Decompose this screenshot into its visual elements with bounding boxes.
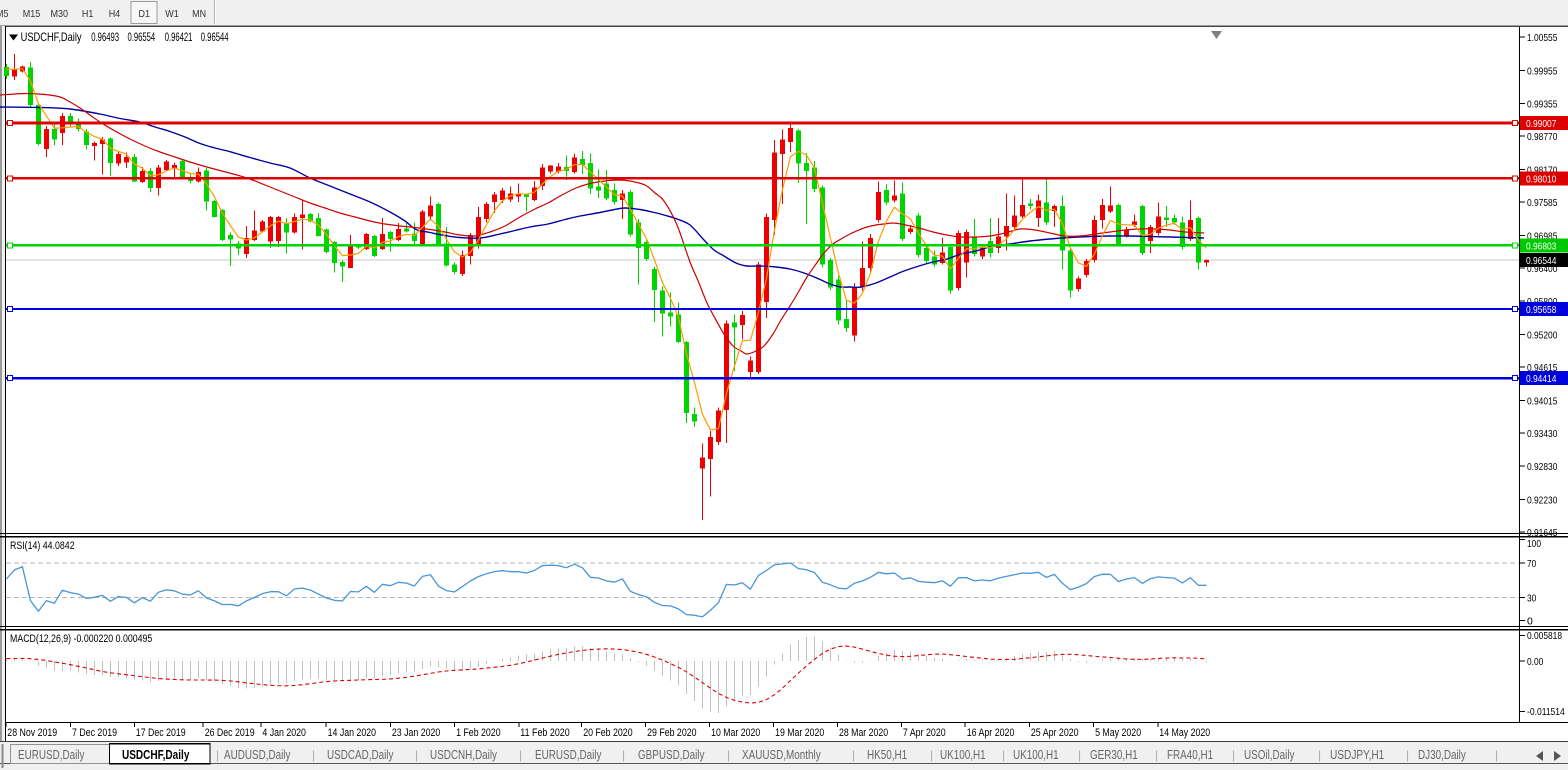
svg-text:USDCHF,Daily: USDCHF,Daily	[122, 747, 190, 762]
svg-text:DJ30,Daily: DJ30,Daily	[1418, 747, 1466, 762]
svg-text:|: |	[519, 748, 522, 762]
svg-text:20 Feb 2020: 20 Feb 2020	[583, 727, 632, 739]
svg-text:0.94414: 0.94414	[1526, 373, 1557, 385]
svg-text:EURUSD,Daily: EURUSD,Daily	[18, 747, 85, 762]
svg-text:17 Dec 2019: 17 Dec 2019	[136, 727, 186, 739]
svg-text:H1: H1	[82, 8, 94, 20]
svg-text:|: |	[415, 748, 418, 762]
svg-text:0.94015: 0.94015	[1527, 395, 1558, 407]
svg-text:GBPUSD,Daily: GBPUSD,Daily	[638, 747, 705, 762]
svg-text:M5: M5	[0, 8, 9, 20]
svg-text:0.95658: 0.95658	[1526, 304, 1557, 316]
svg-text:GER30,H1: GER30,H1	[1090, 747, 1138, 762]
svg-text:USDCHF,Daily: USDCHF,Daily	[21, 30, 82, 44]
svg-text:MACD(12,26,9) -0.000220 0.0004: MACD(12,26,9) -0.000220 0.000495	[10, 633, 152, 645]
svg-text:UK100,H1: UK100,H1	[940, 747, 986, 762]
svg-text:0.99355: 0.99355	[1527, 99, 1558, 111]
svg-text:W1: W1	[165, 8, 179, 20]
svg-text:26 Dec 2019: 26 Dec 2019	[205, 727, 255, 739]
svg-text:16 Apr 2020: 16 Apr 2020	[967, 727, 1015, 739]
svg-text:0: 0	[1527, 616, 1533, 628]
svg-text:0.98770: 0.98770	[1527, 131, 1558, 143]
svg-text:|: |	[1232, 748, 1235, 762]
svg-text:|: |	[216, 748, 219, 762]
svg-text:0.99007: 0.99007	[1526, 118, 1557, 130]
svg-text:M30: M30	[51, 8, 69, 20]
svg-text:100: 100	[1527, 538, 1541, 550]
svg-text:7 Dec 2019: 7 Dec 2019	[72, 727, 117, 739]
svg-text:0.92830: 0.92830	[1527, 461, 1558, 473]
svg-text:|: |	[312, 748, 315, 762]
svg-text:0.005818: 0.005818	[1527, 630, 1562, 642]
svg-text:0.93430: 0.93430	[1527, 428, 1558, 440]
svg-text:XAUUSD,Monthly: XAUUSD,Monthly	[742, 747, 821, 762]
svg-text:0.96421: 0.96421	[165, 30, 193, 44]
svg-text:0.99955: 0.99955	[1527, 65, 1558, 77]
svg-text:EURUSD,Daily: EURUSD,Daily	[535, 747, 602, 762]
svg-text:28 Nov 2019: 28 Nov 2019	[7, 727, 57, 739]
svg-text:0.97585: 0.97585	[1527, 197, 1558, 209]
svg-text:4 Jan 2020: 4 Jan 2020	[262, 727, 306, 739]
svg-text:29 Feb 2020: 29 Feb 2020	[647, 727, 696, 739]
svg-text:0.96493: 0.96493	[91, 30, 119, 44]
svg-text:10 Mar 2020: 10 Mar 2020	[711, 727, 760, 739]
svg-text:0.95200: 0.95200	[1527, 330, 1558, 342]
svg-text:28 Mar 2020: 28 Mar 2020	[839, 727, 888, 739]
svg-text:14 Jan 2020: 14 Jan 2020	[328, 727, 376, 739]
svg-text:USDJPY,H1: USDJPY,H1	[1330, 747, 1384, 762]
svg-text:|: |	[1318, 748, 1321, 762]
svg-text:USOil,Daily: USOil,Daily	[1244, 747, 1295, 762]
svg-text:1 Feb 2020: 1 Feb 2020	[456, 727, 501, 739]
svg-text:30: 30	[1527, 592, 1536, 604]
svg-text:|: |	[727, 748, 730, 762]
svg-text:|: |	[1495, 748, 1498, 762]
svg-text:|: |	[1078, 748, 1081, 762]
svg-text:0.00: 0.00	[1527, 656, 1543, 668]
svg-text:RSI(14) 44.0842: RSI(14) 44.0842	[10, 540, 75, 552]
svg-text:AUDUSD,Daily: AUDUSD,Daily	[224, 747, 291, 762]
svg-text:H4: H4	[109, 8, 121, 20]
svg-text:|: |	[1406, 748, 1409, 762]
svg-text:|: |	[1002, 748, 1005, 762]
svg-text:1.00555: 1.00555	[1527, 32, 1558, 44]
svg-text:25 Apr 2020: 25 Apr 2020	[1031, 727, 1079, 739]
svg-text:USDCNH,Daily: USDCNH,Daily	[430, 747, 497, 762]
svg-text:USDCAD,Daily: USDCAD,Daily	[327, 747, 394, 762]
svg-text:D1: D1	[139, 8, 151, 20]
svg-text:0.98010: 0.98010	[1526, 173, 1557, 185]
svg-text:|: |	[622, 748, 625, 762]
svg-text:23 Jan 2020: 23 Jan 2020	[392, 727, 440, 739]
svg-text:MN: MN	[192, 8, 206, 20]
svg-text:HK50,H1: HK50,H1	[867, 747, 907, 762]
svg-text:0.92230: 0.92230	[1527, 495, 1558, 507]
svg-text:19 Mar 2020: 19 Mar 2020	[775, 727, 824, 739]
svg-text:0.96803: 0.96803	[1526, 240, 1557, 252]
svg-text:0.96544: 0.96544	[201, 30, 229, 44]
svg-text:|: |	[930, 748, 933, 762]
svg-text:0.94615: 0.94615	[1527, 362, 1558, 374]
svg-text:|: |	[852, 748, 855, 762]
svg-text:0.91645: 0.91645	[1527, 527, 1558, 539]
svg-text:M15: M15	[23, 8, 41, 20]
svg-text:70: 70	[1527, 558, 1536, 570]
svg-text:FRA40,H1: FRA40,H1	[1167, 747, 1213, 762]
svg-text:-0.011514: -0.011514	[1527, 706, 1565, 718]
svg-text:7 Apr 2020: 7 Apr 2020	[903, 727, 946, 739]
svg-text:11 Feb 2020: 11 Feb 2020	[520, 727, 569, 739]
svg-text:|: |	[1155, 748, 1158, 762]
svg-text:14 May 2020: 14 May 2020	[1159, 727, 1210, 739]
svg-text:0.96554: 0.96554	[128, 30, 156, 44]
svg-text:UK100,H1: UK100,H1	[1013, 747, 1059, 762]
svg-text:5 May 2020: 5 May 2020	[1095, 727, 1141, 739]
svg-text:0.96544: 0.96544	[1526, 255, 1557, 267]
